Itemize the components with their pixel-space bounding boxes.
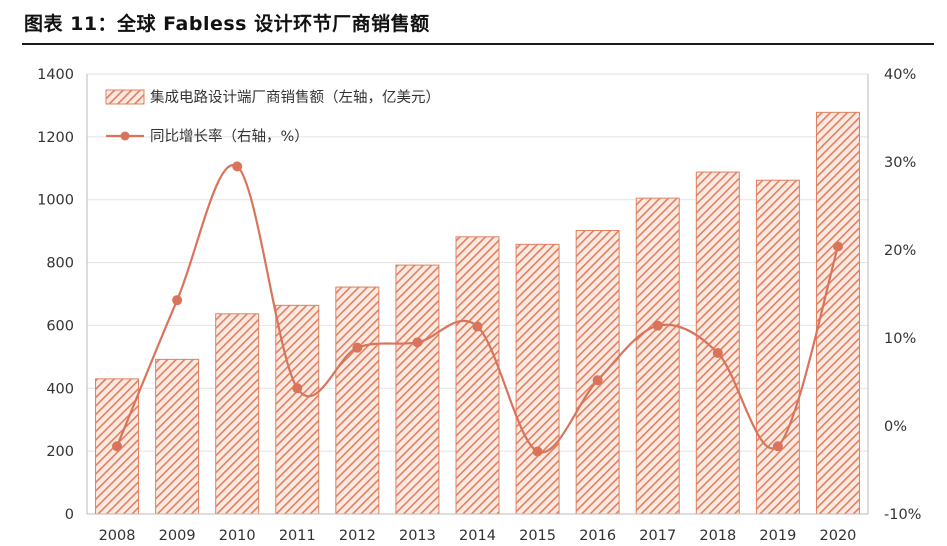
- bar: [215, 313, 260, 515]
- bar: [815, 111, 860, 515]
- title-rule: [22, 43, 934, 45]
- growth-rate-point: [712, 347, 723, 358]
- y-right-tick-label: 0%: [884, 419, 907, 435]
- bar: [755, 179, 800, 515]
- legend: 集成电路设计端厂商销售额（左轴，亿美元） 同比增长率（右轴，%）: [105, 89, 440, 145]
- x-tick-label: 2012: [339, 528, 376, 544]
- line-series: [112, 161, 843, 457]
- growth-rate-point: [172, 295, 183, 306]
- bar: [635, 197, 680, 515]
- y-left-tick-label: 1200: [37, 130, 74, 146]
- bar: [275, 304, 320, 515]
- growth-rate-point: [232, 161, 243, 172]
- growth-rate-point: [292, 383, 303, 394]
- x-tick-label: 2009: [159, 528, 196, 544]
- axes: 0 200 400 600 800 1000 1200 1400 -10% 0% 10% 20% 30%…: [37, 67, 921, 544]
- legend-label-bar: 集成电路设计端厂商销售额（左轴，亿美元）: [150, 89, 440, 106]
- bar: [515, 243, 560, 515]
- legend-swatch-bar: [105, 89, 145, 105]
- bar: [95, 378, 140, 515]
- x-tick-label: 2014: [459, 528, 496, 544]
- bar-series: [95, 111, 860, 515]
- x-tick-label: 2017: [639, 528, 676, 544]
- x-tick-label: 2008: [99, 528, 136, 544]
- growth-rate-point: [652, 320, 663, 331]
- legend-label-line: 同比增长率（右轴，%）: [150, 128, 309, 145]
- figure-title: 图表 11：全球 Fabless 设计环节厂商销售额: [24, 13, 430, 35]
- x-tick-label: 2020: [820, 528, 857, 544]
- x-tick-label: 2013: [399, 528, 436, 544]
- y-right-tick-label: -10%: [884, 507, 921, 523]
- y-right-tick-label: 30%: [884, 155, 916, 171]
- y-right-tick-label: 20%: [884, 243, 916, 259]
- x-tick-label: 2015: [519, 528, 556, 544]
- y-left-tick-label: 0: [65, 507, 74, 523]
- growth-rate-point: [412, 337, 423, 348]
- x-tick-label: 2018: [699, 528, 736, 544]
- bar: [695, 171, 740, 515]
- bar: [455, 236, 500, 515]
- bar: [395, 264, 440, 515]
- x-tick-label: 2010: [219, 528, 256, 544]
- y-left-tick-label: 800: [46, 256, 74, 272]
- bar: [335, 286, 380, 515]
- y-left-tick-label: 1000: [37, 193, 74, 209]
- y-left-tick-label: 200: [46, 444, 74, 460]
- legend-swatch-marker: [120, 131, 130, 141]
- x-tick-label: 2016: [579, 528, 616, 544]
- growth-rate-point: [472, 321, 483, 332]
- growth-rate-point: [772, 441, 783, 452]
- growth-rate-point: [832, 241, 843, 252]
- y-left-tick-label: 600: [46, 318, 74, 334]
- x-tick-label: 2011: [279, 528, 316, 544]
- y-right-tick-label: 40%: [884, 67, 916, 83]
- x-tick-label: 2019: [759, 528, 796, 544]
- growth-rate-point: [352, 342, 363, 353]
- bar: [575, 230, 620, 515]
- growth-rate-point: [112, 441, 123, 452]
- growth-rate-point: [532, 446, 543, 457]
- y-right-tick-label: 10%: [884, 331, 916, 347]
- bar: [155, 358, 200, 515]
- y-left-tick-label: 1400: [37, 67, 74, 83]
- y-left-tick-label: 400: [46, 381, 74, 397]
- growth-rate-point: [592, 375, 603, 386]
